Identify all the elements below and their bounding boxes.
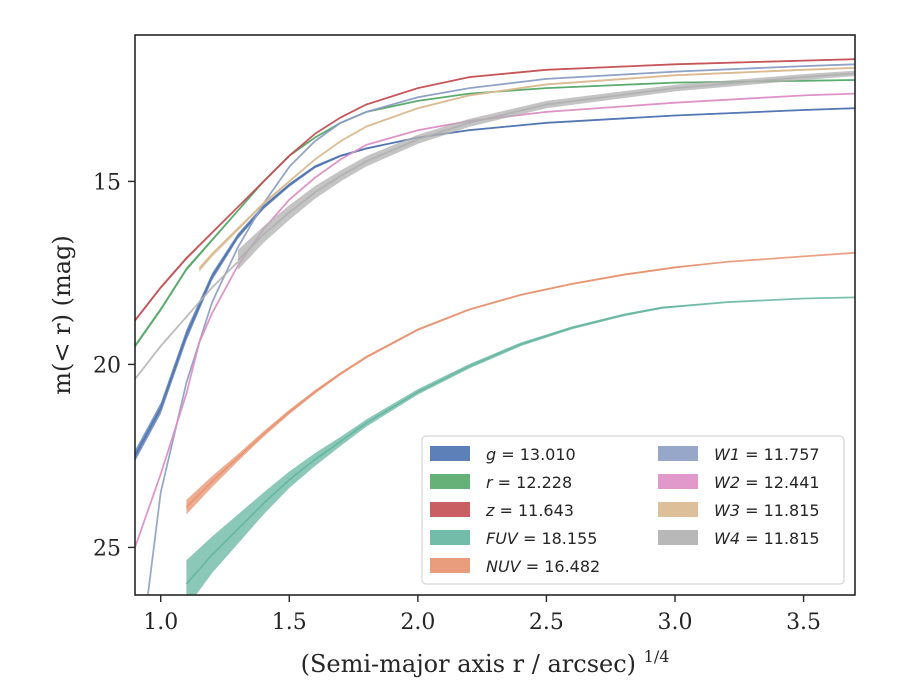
y-tick-label: 20 xyxy=(93,353,121,378)
legend-swatch-r xyxy=(430,474,470,489)
plot-frame xyxy=(134,34,856,596)
series-line-g xyxy=(135,107,855,457)
x-axis-label: (Semi-major axis r / arcsec) 1/4 xyxy=(301,647,670,678)
legend-label-w3: W3 = 11.815 xyxy=(714,501,820,520)
legend-swatch-g xyxy=(430,446,470,461)
series-line-nuv xyxy=(185,251,855,508)
x-axis-label-exponent: 1/4 xyxy=(644,647,670,666)
legend-swatch-w3 xyxy=(658,502,698,517)
y-tick-label: 25 xyxy=(93,536,121,561)
x-tick-label: 1.0 xyxy=(143,610,178,635)
series-w3 xyxy=(198,67,855,272)
x-axis: 1.0 1.5 2.0 2.5 3.0 3.5 xyxy=(143,595,821,635)
x-tick-label: 3.5 xyxy=(786,610,821,635)
y-tick-label: 15 xyxy=(93,170,121,195)
series-line-z xyxy=(135,58,855,322)
legend-box xyxy=(421,435,845,585)
series-z xyxy=(135,58,855,322)
legend-label-w2: W2 = 12.441 xyxy=(714,473,820,492)
series-line-fuv xyxy=(185,296,855,585)
y-axis: 15 20 25 xyxy=(93,170,135,561)
legend: g = 13.010 r = 12.228 z = 11.643 FUV = 18.1… xyxy=(421,435,845,585)
legend-label-w1: W1 = 11.757 xyxy=(714,445,820,464)
legend-label-z: z = 11.643 xyxy=(485,501,574,520)
series-g xyxy=(135,107,855,462)
x-tick-label: 2.5 xyxy=(529,610,564,635)
series-line-w2 xyxy=(135,92,855,548)
legend-swatch-w4 xyxy=(658,530,698,545)
legend-label-fuv: FUV = 18.155 xyxy=(486,529,597,548)
x-axis-label-text: (Semi-major axis r / arcsec) xyxy=(301,650,636,678)
series-layer xyxy=(135,58,855,595)
series-line-r xyxy=(135,79,855,347)
series-band-g xyxy=(135,107,855,462)
legend-label-w4: W4 = 11.815 xyxy=(714,529,820,548)
legend-swatch-nuv xyxy=(430,558,470,573)
legend-swatch-z xyxy=(430,502,470,517)
series-line-w3 xyxy=(198,67,855,270)
legend-label-g: g = 13.010 xyxy=(486,445,576,464)
legend-swatch-w2 xyxy=(658,474,698,489)
series-band-w4 xyxy=(237,70,855,271)
legend-swatch-w1 xyxy=(658,446,698,461)
legend-label-r: r = 12.228 xyxy=(486,473,572,492)
series-w4 xyxy=(237,70,855,271)
series-line-w4 xyxy=(237,72,855,261)
y-axis-label: m(< r) (mag) xyxy=(48,235,76,394)
series-fuv xyxy=(185,296,855,595)
x-tick-label: 3.0 xyxy=(658,610,693,635)
series-line-w4-extension xyxy=(135,261,239,380)
x-tick-label: 1.5 xyxy=(272,610,307,635)
legend-label-nuv: NUV = 16.482 xyxy=(486,557,600,576)
legend-swatch-fuv xyxy=(430,530,470,545)
x-tick-label: 2.0 xyxy=(400,610,435,635)
